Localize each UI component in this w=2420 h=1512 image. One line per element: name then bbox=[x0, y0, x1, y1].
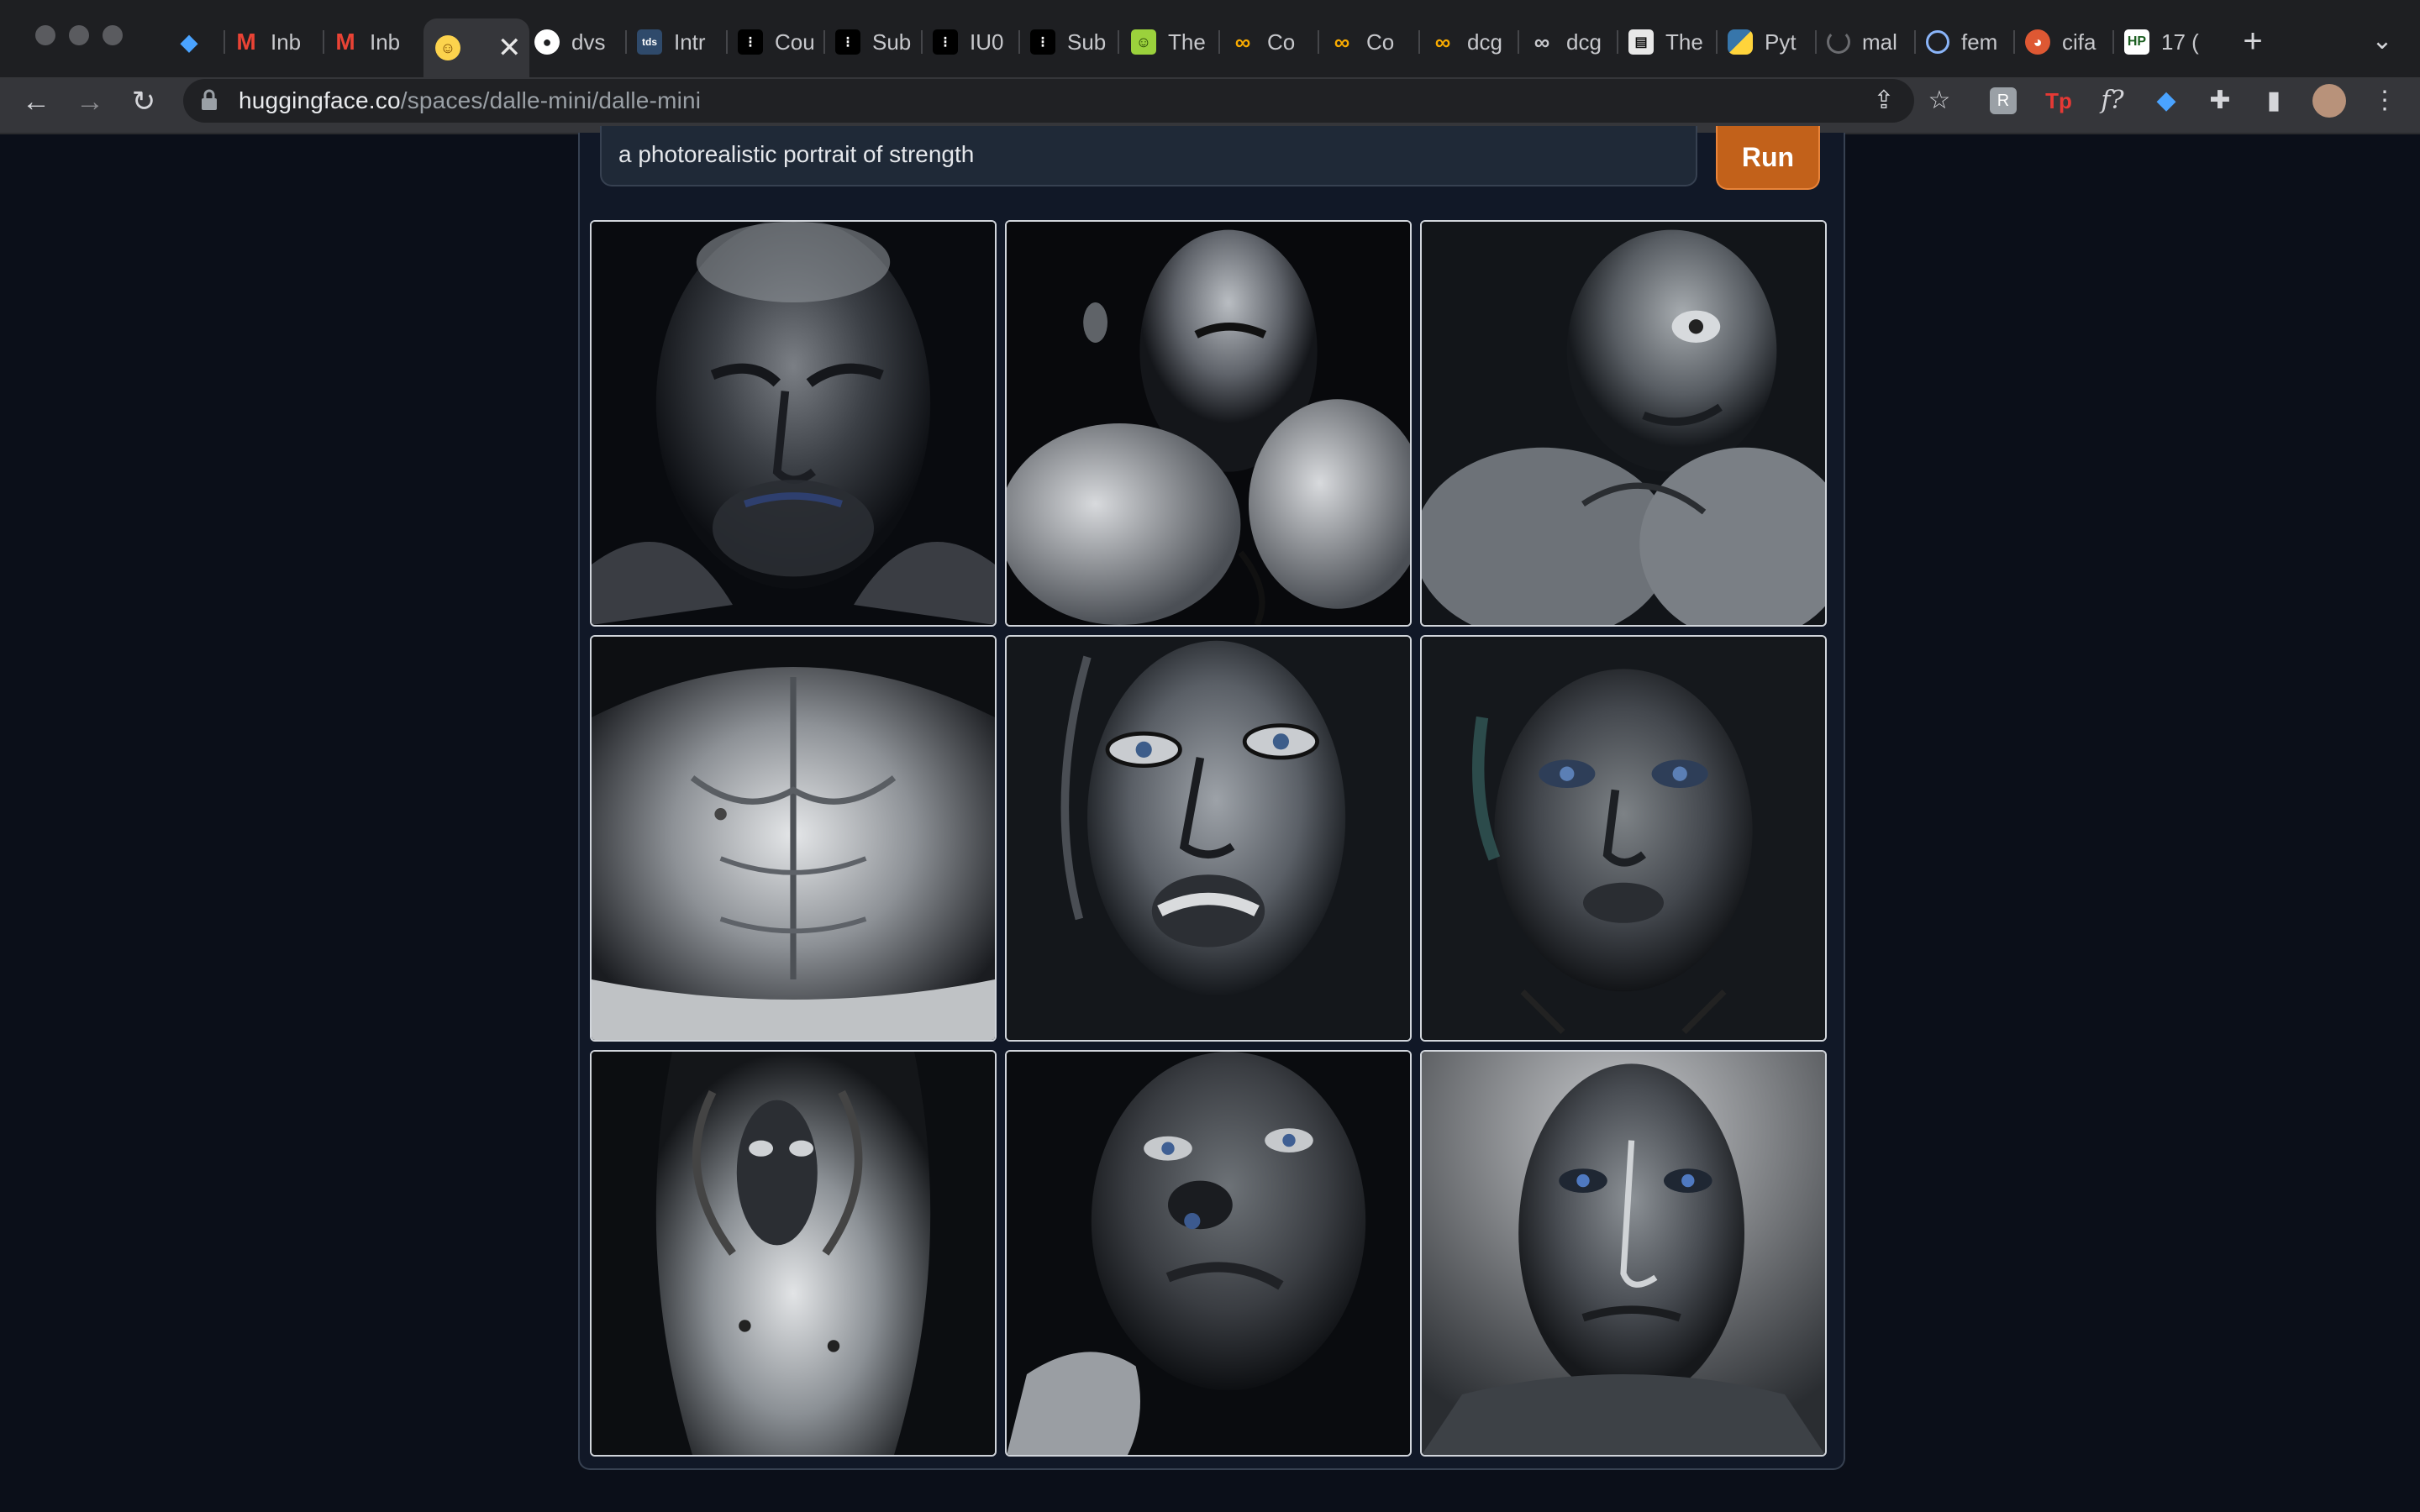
lock-icon bbox=[202, 89, 217, 110]
prompt-input-value: a photorealistic portrait of strength bbox=[618, 141, 975, 167]
dots-icon: ⁝ bbox=[738, 29, 763, 55]
tab-tds[interactable]: tds Intr bbox=[637, 18, 716, 66]
extensions-puzzle-icon[interactable]: ✚ bbox=[2209, 87, 2231, 114]
generated-image-4[interactable] bbox=[590, 635, 997, 1042]
generated-image-3[interactable] bbox=[1420, 220, 1827, 627]
colab-icon: ∞ bbox=[1334, 29, 1350, 55]
python-icon bbox=[1728, 29, 1753, 55]
generated-image-6[interactable] bbox=[1420, 635, 1827, 1042]
tab-label: dcg bbox=[1467, 29, 1502, 55]
tab-colab-3[interactable]: ∞ dcg bbox=[1430, 18, 1507, 66]
forward-icon[interactable]: → bbox=[76, 86, 104, 118]
smiley-icon: ☺ bbox=[1131, 29, 1156, 55]
tab-hugging-face-active[interactable]: ☺ ✕ bbox=[424, 18, 529, 77]
tds-icon: tds bbox=[637, 29, 662, 55]
tab-dots-4[interactable]: ⁝ Sub bbox=[1030, 18, 1107, 66]
extension-gem-icon[interactable]: ◆ bbox=[2156, 87, 2176, 114]
tab-dots-3[interactable]: ⁝ IU0 bbox=[933, 18, 1008, 66]
gmail-icon: M bbox=[335, 29, 355, 55]
share-icon[interactable]: ⇪ bbox=[1873, 87, 1895, 114]
browser-menu-icon[interactable]: ⋮ bbox=[2372, 87, 2397, 114]
tab-dots-1[interactable]: ⁝ Cou bbox=[738, 18, 813, 66]
hp-icon: HP bbox=[2124, 29, 2149, 55]
loading-icon bbox=[1827, 30, 1850, 54]
tab-label: dvs bbox=[571, 29, 606, 55]
chart-icon bbox=[1926, 30, 1949, 54]
address-bar[interactable] bbox=[183, 79, 1914, 123]
tab-github[interactable]: ● dvs bbox=[534, 18, 615, 66]
tab-label: The bbox=[1665, 29, 1703, 55]
url-path: /spaces/dalle-mini/dalle-mini bbox=[400, 87, 702, 113]
dots-icon: ⁝ bbox=[1030, 29, 1055, 55]
tab-label: 17 ( bbox=[2161, 29, 2199, 55]
gmail-icon: M bbox=[236, 29, 256, 55]
url-text: huggingface.co/spaces/dalle-mini/dalle-m… bbox=[239, 87, 701, 114]
tab-hp[interactable]: HP 17 ( bbox=[2124, 18, 2202, 66]
tab-strip: ◆ M Inb M Inb ☺ ✕ ● dvs tds Intr ⁝ Cou ⁝… bbox=[0, 0, 2420, 77]
duckduckgo-icon: ◕ bbox=[2025, 29, 2050, 55]
newspaper-icon: ▤ bbox=[1628, 29, 1654, 55]
generated-image-9[interactable] bbox=[1420, 1050, 1827, 1457]
tab-label: Sub bbox=[1067, 29, 1107, 55]
profile-avatar[interactable] bbox=[2312, 84, 2346, 118]
tab-label: Inb bbox=[370, 29, 401, 55]
tab-label: dcg bbox=[1566, 29, 1602, 55]
tab-label: Pyt bbox=[1765, 29, 1797, 55]
generated-image-8[interactable] bbox=[1005, 1050, 1412, 1457]
url-host: huggingface.co bbox=[239, 87, 401, 113]
tab-newspaper[interactable]: ▤ The bbox=[1628, 18, 1706, 66]
bookmark-star-icon[interactable]: ☆ bbox=[1928, 87, 1951, 114]
tab-label: Co bbox=[1267, 29, 1296, 55]
colab-icon: ∞ bbox=[1434, 29, 1451, 55]
tab-chart[interactable]: fem bbox=[1926, 18, 2003, 66]
tab-label: IU0 bbox=[970, 29, 1004, 55]
tab-colab-2[interactable]: ∞ Co bbox=[1329, 18, 1407, 66]
tab-label: The bbox=[1168, 29, 1206, 55]
tab-gmail-1[interactable]: M Inb bbox=[234, 18, 314, 66]
tab-label: Cou bbox=[775, 29, 813, 55]
back-icon[interactable]: ← bbox=[22, 86, 50, 118]
generated-image-7[interactable] bbox=[590, 1050, 997, 1457]
tab-link[interactable]: ∞ dcg bbox=[1529, 18, 1607, 66]
tab-duckduckgo[interactable]: ◕ cifa bbox=[2025, 18, 2102, 66]
new-tab-icon[interactable]: + bbox=[2243, 23, 2263, 60]
gem-icon: ◆ bbox=[181, 29, 197, 55]
tab-label: mal bbox=[1862, 29, 1897, 55]
tab-label: cifa bbox=[2062, 29, 2096, 55]
generated-image-2[interactable] bbox=[1005, 220, 1412, 627]
generated-image-1[interactable] bbox=[590, 220, 997, 627]
tab-label: Intr bbox=[674, 29, 706, 55]
tab-gem[interactable]: ◆ bbox=[176, 18, 202, 66]
extension-r-icon[interactable]: R bbox=[1990, 87, 2017, 114]
close-window-icon[interactable] bbox=[35, 25, 55, 45]
side-panel-icon[interactable]: ▮ bbox=[2266, 87, 2281, 114]
tab-loading[interactable]: mal bbox=[1827, 18, 1904, 66]
tab-dots-2[interactable]: ⁝ Sub bbox=[835, 18, 911, 66]
extension-function-icon[interactable]: f? bbox=[2101, 86, 2124, 115]
tab-python[interactable]: Pyt bbox=[1728, 18, 1805, 66]
reload-icon[interactable]: ↻ bbox=[131, 86, 156, 118]
tab-search-chevron-icon[interactable]: ⌄ bbox=[2371, 27, 2393, 55]
hugging-face-icon: ☺ bbox=[435, 35, 460, 60]
tab-label: Co bbox=[1366, 29, 1395, 55]
tab-smiley[interactable]: ☺ The bbox=[1131, 18, 1208, 66]
extension-tp-icon[interactable]: Tp bbox=[2045, 88, 2072, 113]
colab-icon: ∞ bbox=[1234, 29, 1251, 55]
tab-gmail-2[interactable]: M Inb bbox=[333, 18, 413, 66]
tab-label: fem bbox=[1961, 29, 1998, 55]
dots-icon: ⁝ bbox=[835, 29, 860, 55]
run-button[interactable]: Run bbox=[1716, 126, 1820, 190]
github-icon: ● bbox=[534, 29, 560, 55]
prompt-input[interactable] bbox=[600, 126, 1697, 186]
minimize-window-icon[interactable] bbox=[69, 25, 89, 45]
close-tab-icon[interactable]: ✕ bbox=[497, 32, 522, 64]
dots-icon: ⁝ bbox=[933, 29, 958, 55]
tab-label: Sub bbox=[872, 29, 911, 55]
maximize-window-icon[interactable] bbox=[103, 25, 123, 45]
generated-image-5[interactable] bbox=[1005, 635, 1412, 1042]
tab-label: Inb bbox=[271, 29, 302, 55]
link-icon: ∞ bbox=[1534, 29, 1550, 55]
tab-colab-1[interactable]: ∞ Co bbox=[1230, 18, 1307, 66]
